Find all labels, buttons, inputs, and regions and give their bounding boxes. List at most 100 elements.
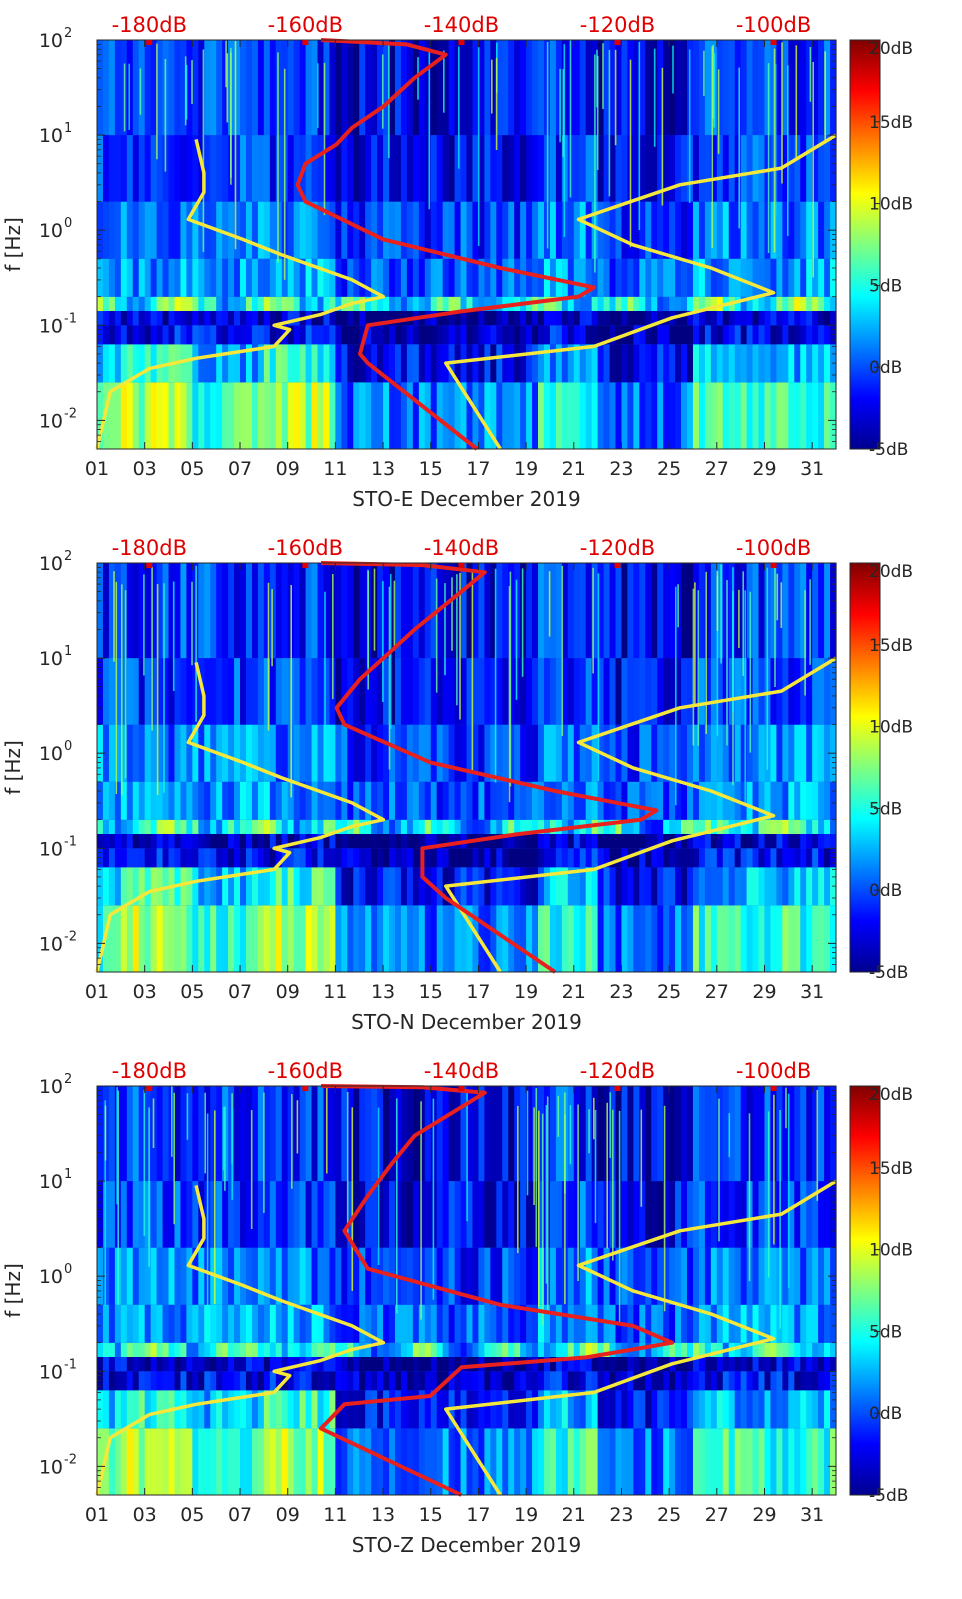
spectrogram-cell xyxy=(204,201,211,259)
spectrogram-cell xyxy=(549,834,557,849)
spectrogram-cell xyxy=(120,867,128,906)
spectrogram-cell xyxy=(198,1428,205,1495)
spectrogram-cell xyxy=(216,819,223,835)
transient-streak xyxy=(164,59,167,172)
spectrogram-cell xyxy=(383,781,390,820)
spectrogram-cell xyxy=(186,201,193,259)
spectrogram-cell xyxy=(383,563,390,659)
spectrogram-cell xyxy=(538,325,545,345)
spectrogram-cell xyxy=(549,1086,557,1182)
spectrogram-cell xyxy=(770,1342,777,1358)
spectrogram-cell xyxy=(383,1371,390,1391)
transient-streak xyxy=(214,1110,216,1305)
colorbar-tick-label: 10dB xyxy=(869,195,913,215)
spectrogram-cell xyxy=(538,40,545,136)
spectrogram-cell xyxy=(317,563,325,659)
spectrogram-cell xyxy=(198,258,205,297)
spectrogram-cell xyxy=(269,311,277,326)
spectrogram-cell xyxy=(830,311,837,326)
spectrogram-cell xyxy=(305,1342,313,1358)
spectrogram-cell xyxy=(758,311,766,326)
spectrogram-cell xyxy=(758,1371,766,1391)
spectrogram-cell xyxy=(299,201,307,259)
spectrogram-cell xyxy=(287,201,295,259)
x-tick-label: 19 xyxy=(514,1504,538,1526)
transient-streak xyxy=(471,570,474,772)
spectrogram-cell xyxy=(281,1357,289,1372)
spectrogram-cell xyxy=(770,1357,777,1372)
spectrogram-cell xyxy=(269,1247,277,1305)
spectrogram-cell xyxy=(383,905,390,972)
spectrogram-cell xyxy=(818,325,825,345)
spectrogram-cell xyxy=(561,135,569,202)
spectrogram-cell xyxy=(532,1247,539,1305)
spectrogram-cell xyxy=(478,1304,485,1343)
transient-streak xyxy=(661,67,664,206)
spectrogram-cell xyxy=(555,382,563,449)
spectrogram-cell xyxy=(698,658,706,725)
spectrogram-cell xyxy=(240,781,247,820)
spectrogram-cell xyxy=(174,201,182,259)
spectrogram-cell xyxy=(496,258,503,297)
y-tick-exponent: 2 xyxy=(64,549,72,564)
spectrogram-cell xyxy=(615,311,623,326)
spectrogram-cell xyxy=(442,563,450,659)
colorbar-tick-label: -5dB xyxy=(869,440,908,460)
spectrogram-cell xyxy=(502,1247,509,1305)
spectrogram-cell xyxy=(418,563,426,659)
spectrogram-cell xyxy=(275,296,283,312)
spectrogram-cell xyxy=(776,1390,783,1429)
spectrogram-cell xyxy=(764,848,772,868)
spectrogram-cell xyxy=(156,258,164,297)
spectrogram-cell xyxy=(579,781,587,820)
spectrogram-cell xyxy=(478,201,485,259)
spectrogram-cell xyxy=(800,1371,807,1391)
spectrogram-cell xyxy=(752,344,760,383)
spectrogram-cell xyxy=(341,905,348,972)
spectrogram-cell xyxy=(365,1371,372,1391)
spectrogram-cell xyxy=(436,325,444,345)
spectrogram-cell xyxy=(698,1086,706,1182)
spectrogram-cell xyxy=(251,848,259,868)
spectrogram-cell xyxy=(156,563,164,659)
transient-streak xyxy=(263,1092,265,1213)
spectrogram-cell xyxy=(716,1181,724,1248)
spectrogram-cell xyxy=(269,781,277,820)
spectrogram-cell xyxy=(722,1371,730,1391)
spectrogram-cell xyxy=(555,1371,563,1391)
transient-streak xyxy=(577,1104,579,1281)
spectrogram-cell xyxy=(329,1428,336,1495)
spectrogram-cell xyxy=(383,819,390,835)
spectrogram-cell xyxy=(824,563,831,659)
spectrogram-cell xyxy=(204,781,211,820)
spectrogram-cell xyxy=(490,344,497,383)
spectrogram-cell xyxy=(758,135,766,202)
spectrogram-cell xyxy=(150,1371,158,1391)
spectrogram-cell xyxy=(198,867,205,906)
spectrogram-cell xyxy=(275,1357,283,1372)
spectrogram-cell xyxy=(377,344,384,383)
spectrogram-cell xyxy=(228,1371,235,1391)
spectrogram-cell xyxy=(394,135,402,202)
spectrogram-cell xyxy=(359,311,366,326)
spectrogram-cell xyxy=(245,258,253,297)
spectrogram-cell xyxy=(657,1428,664,1495)
spectrogram-cell xyxy=(341,724,348,782)
transient-streak xyxy=(816,1089,819,1201)
spectrogram-cell xyxy=(341,201,348,259)
spectrogram xyxy=(97,1086,837,1495)
spectrogram-cell xyxy=(704,40,712,136)
spectrogram-cell xyxy=(430,135,438,202)
transient-streak xyxy=(720,564,722,664)
spectrogram-cell xyxy=(746,135,754,202)
spectrogram-cell xyxy=(394,40,402,136)
spectrogram-cell xyxy=(263,1371,271,1391)
spectrogram-cell xyxy=(591,1428,599,1495)
spectrogram-cell xyxy=(377,382,384,449)
spectrogram-cell xyxy=(496,325,503,345)
spectrogram-cell xyxy=(150,905,158,972)
spectrogram-cell xyxy=(210,1342,217,1358)
spectrogram-cell xyxy=(591,325,599,345)
spectrogram-cell xyxy=(639,258,646,297)
